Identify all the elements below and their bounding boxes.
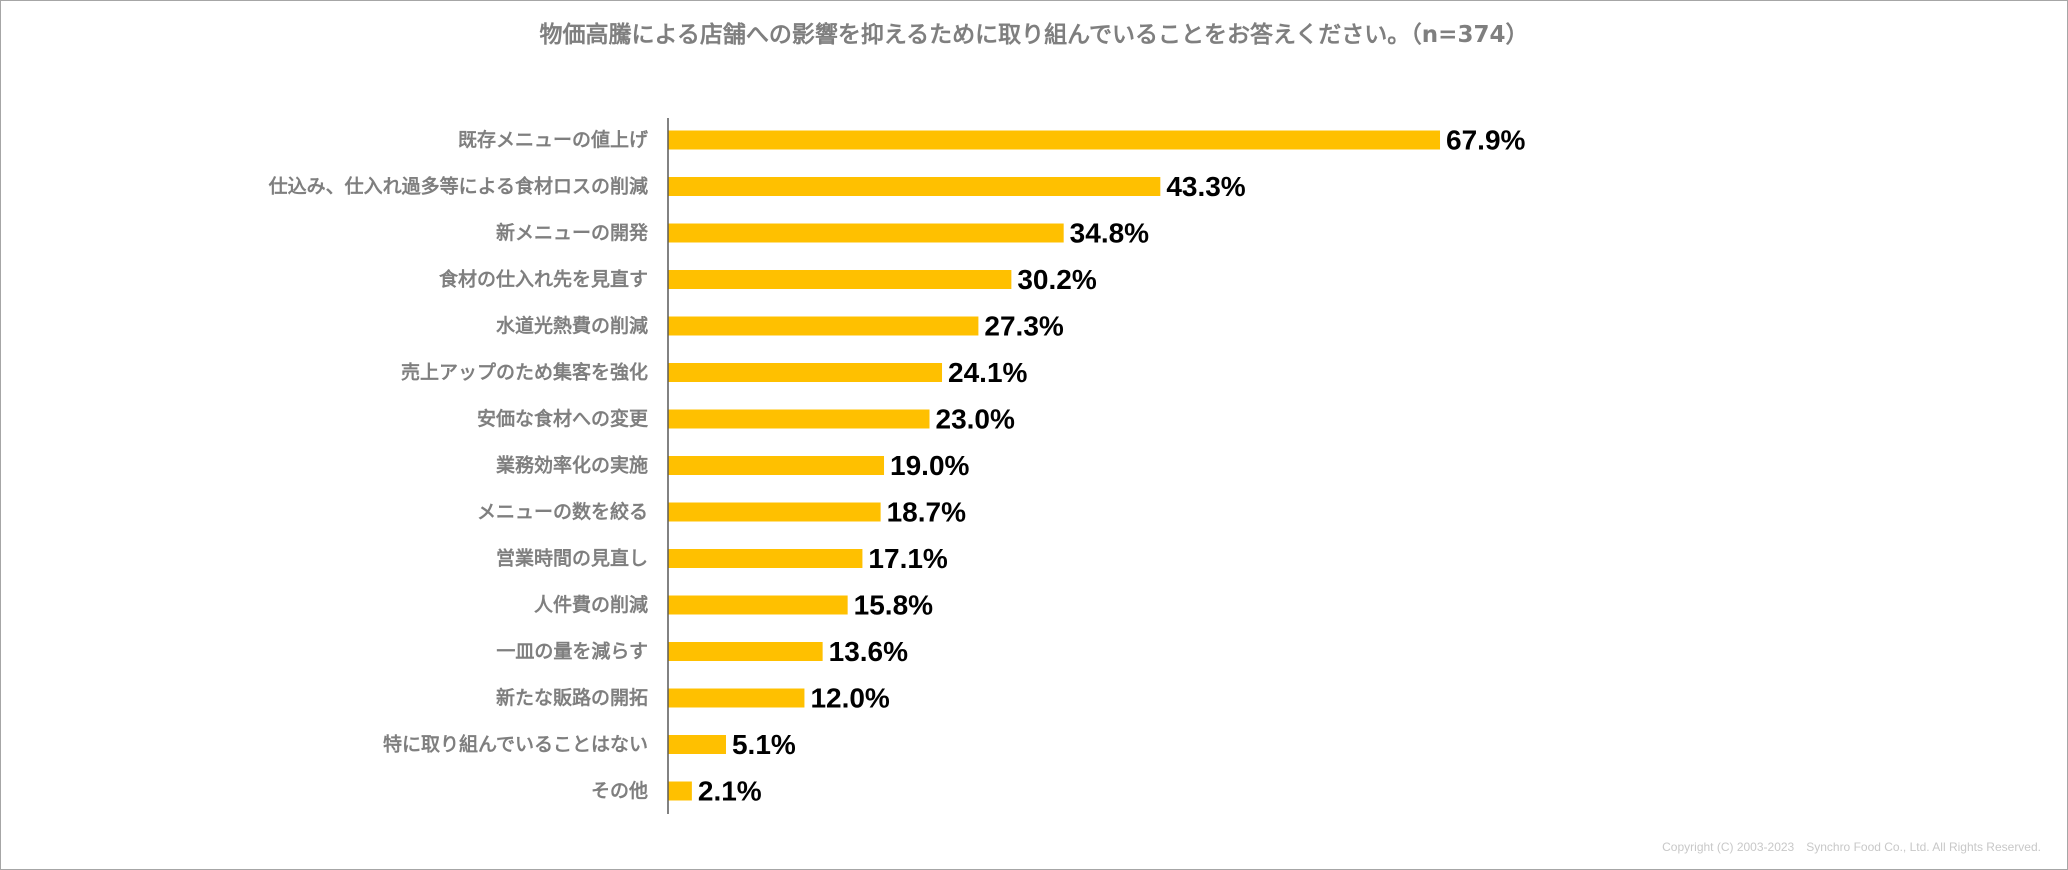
value-label: 13.6%: [829, 636, 908, 667]
category-label: その他: [591, 779, 648, 802]
bar: [668, 223, 1064, 243]
category-label: 人件費の削減: [534, 593, 648, 616]
bar: [668, 130, 1441, 150]
bar: [668, 549, 863, 568]
category-label: 安価な食材への変更: [477, 407, 649, 430]
category-label: 既存メニューの値上げ: [458, 128, 649, 151]
category-label: 新たな販路の開拓: [496, 686, 648, 709]
value-label: 43.3%: [1166, 171, 1245, 202]
value-label: 34.8%: [1070, 218, 1149, 249]
value-label: 2.1%: [698, 776, 762, 807]
bar: [668, 270, 1012, 289]
category-label: メニューの数を絞る: [477, 500, 648, 523]
bar: [668, 177, 1161, 196]
bar: [668, 735, 726, 754]
bar: [668, 595, 848, 615]
bar: [668, 502, 881, 522]
category-label: 水道光熱費の削減: [496, 314, 648, 337]
category-label: 仕込み、仕入れ過多等による食材ロスの削減: [268, 175, 648, 198]
category-label: 特に取り組んでいることはない: [383, 733, 648, 756]
category-label: 新メニューの開発: [496, 221, 649, 244]
bar: [668, 456, 885, 475]
category-label: 業務効率化の実施: [495, 454, 648, 477]
chart-title: 物価高騰による店舗への影響を抑えるために取り組んでいることをお答えください。（n…: [539, 22, 1529, 48]
value-label: 15.8%: [854, 590, 933, 621]
value-label: 67.9%: [1446, 125, 1525, 156]
value-label: 18.7%: [887, 497, 966, 528]
value-label: 23.0%: [936, 404, 1015, 435]
bar: [668, 781, 692, 801]
bar: [668, 363, 943, 382]
value-label: 17.1%: [868, 543, 947, 574]
value-label: 24.1%: [948, 357, 1027, 388]
copyright-text: Copyright (C) 2003-2023 Synchro Food Co.…: [1662, 840, 2041, 854]
bar: [668, 316, 979, 336]
bar: [668, 642, 823, 661]
bar: [668, 409, 930, 429]
value-label: 12.0%: [810, 683, 889, 714]
category-label: 売上アップのため集客を強化: [401, 361, 648, 384]
bar: [668, 688, 805, 708]
bars-layer: 既存メニューの値上げ 67.9% 仕込み、仕入れ過多等による食材ロスの削減 43.3%…: [268, 125, 1526, 807]
category-label: 営業時間の見直し: [496, 547, 648, 570]
value-label: 5.1%: [732, 729, 796, 760]
value-label: 19.0%: [890, 450, 969, 481]
value-label: 27.3%: [984, 311, 1063, 342]
category-label: 食材の仕入れ先を見直す: [439, 268, 648, 291]
category-label: 一皿の量を減らす: [496, 640, 648, 663]
value-label: 30.2%: [1017, 264, 1096, 295]
